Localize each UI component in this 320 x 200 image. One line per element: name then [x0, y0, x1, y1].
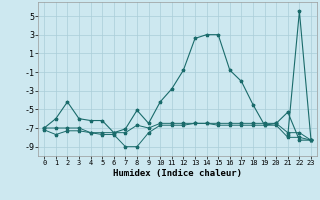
X-axis label: Humidex (Indice chaleur): Humidex (Indice chaleur) — [113, 169, 242, 178]
